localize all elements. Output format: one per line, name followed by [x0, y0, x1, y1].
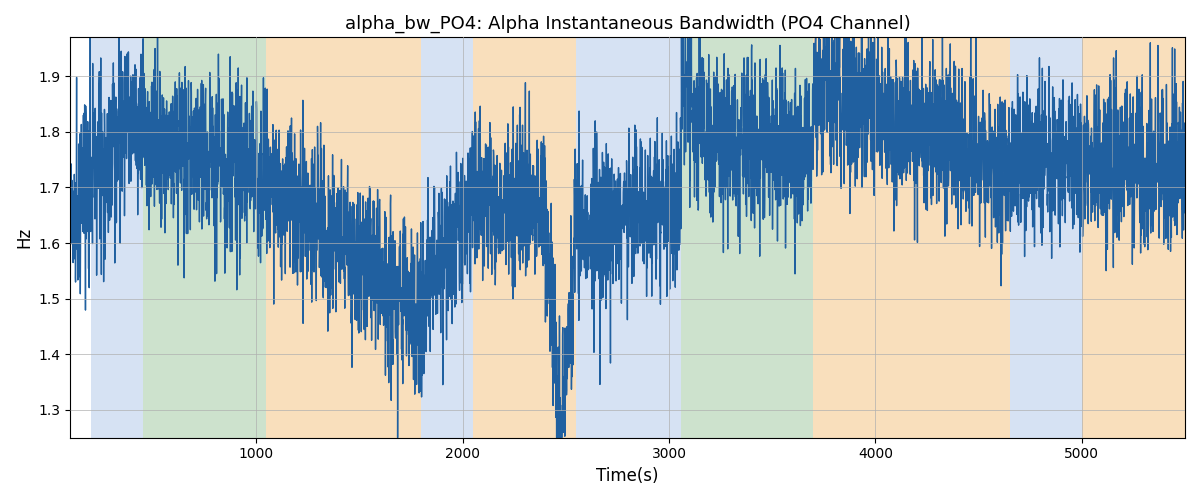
Bar: [814, 38, 1009, 438]
Bar: [421, 38, 473, 438]
Y-axis label: Hz: Hz: [14, 227, 32, 248]
Bar: [473, 38, 576, 438]
Bar: [143, 38, 266, 438]
Bar: [702, 38, 814, 438]
Bar: [1081, 38, 1186, 438]
Bar: [266, 38, 421, 438]
Bar: [682, 38, 702, 438]
Bar: [1009, 38, 1081, 438]
X-axis label: Time(s): Time(s): [596, 467, 659, 485]
Title: alpha_bw_PO4: Alpha Instantaneous Bandwidth (PO4 Channel): alpha_bw_PO4: Alpha Instantaneous Bandwi…: [344, 15, 911, 34]
Bar: [576, 38, 682, 438]
Bar: [91, 38, 143, 438]
